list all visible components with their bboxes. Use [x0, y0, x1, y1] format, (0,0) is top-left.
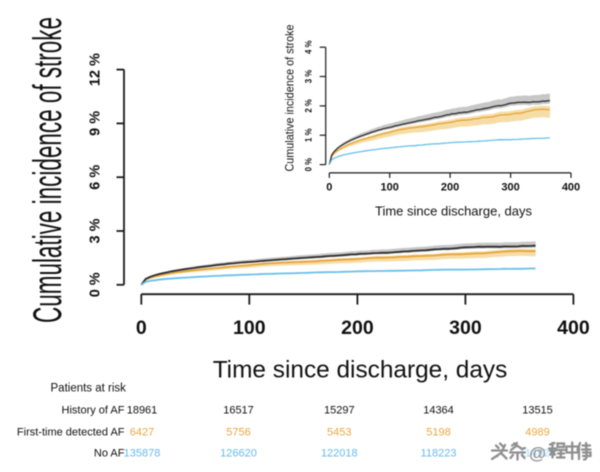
svg-text:History of AF: History of AF [62, 405, 125, 417]
svg-text:3 %: 3 % [88, 218, 104, 243]
svg-text:First-time detected AF: First-time detected AF [17, 427, 125, 439]
svg-text:Cumulative incidence of stroke: Cumulative incidence of stroke [283, 24, 297, 171]
svg-text:118223: 118223 [421, 448, 457, 460]
svg-text:9 %: 9 % [88, 111, 104, 136]
svg-text:0 %: 0 % [304, 158, 314, 172]
svg-text:5756: 5756 [226, 427, 250, 439]
svg-text:126620: 126620 [220, 448, 257, 460]
svg-text:Patients at risk: Patients at risk [51, 383, 127, 395]
svg-text:100: 100 [381, 182, 399, 194]
svg-text:@: @ [529, 443, 546, 463]
svg-text:13515: 13515 [522, 405, 553, 417]
svg-text:Time since discharge, days: Time since discharge, days [213, 357, 508, 384]
svg-text:135878: 135878 [124, 448, 161, 460]
svg-text:400: 400 [562, 182, 580, 194]
svg-text:0 %: 0 % [88, 272, 104, 297]
svg-text:122018: 122018 [321, 448, 358, 460]
svg-text:12 %: 12 % [88, 53, 104, 86]
svg-text:14364: 14364 [423, 405, 454, 417]
svg-text:400: 400 [557, 317, 590, 339]
svg-text:100: 100 [233, 317, 266, 339]
svg-text:0: 0 [136, 317, 147, 339]
svg-text:6 %: 6 % [88, 165, 104, 190]
svg-text:4989: 4989 [525, 427, 549, 439]
svg-text:Cumulative incidence of stroke: Cumulative incidence of stroke [26, 17, 70, 323]
svg-text:4 %: 4 % [304, 40, 314, 54]
svg-text:16517: 16517 [223, 405, 254, 417]
svg-text:5453: 5453 [327, 427, 351, 439]
svg-text:1 %: 1 % [304, 128, 314, 142]
svg-text:No AF: No AF [94, 448, 125, 460]
svg-text:300: 300 [449, 317, 482, 339]
svg-text:2 %: 2 % [304, 99, 314, 113]
svg-text:0: 0 [326, 182, 332, 194]
svg-text:200: 200 [341, 317, 374, 339]
svg-text:18961: 18961 [127, 405, 158, 417]
svg-text:5198: 5198 [426, 427, 450, 439]
svg-text:114925: 114925 [520, 448, 556, 460]
svg-text:6427: 6427 [130, 427, 154, 439]
svg-text:200: 200 [441, 182, 459, 194]
svg-text:3 %: 3 % [304, 70, 314, 84]
svg-text:300: 300 [501, 182, 519, 194]
svg-text:15297: 15297 [324, 405, 355, 417]
svg-text:Time since discharge, days: Time since discharge, days [375, 204, 533, 219]
